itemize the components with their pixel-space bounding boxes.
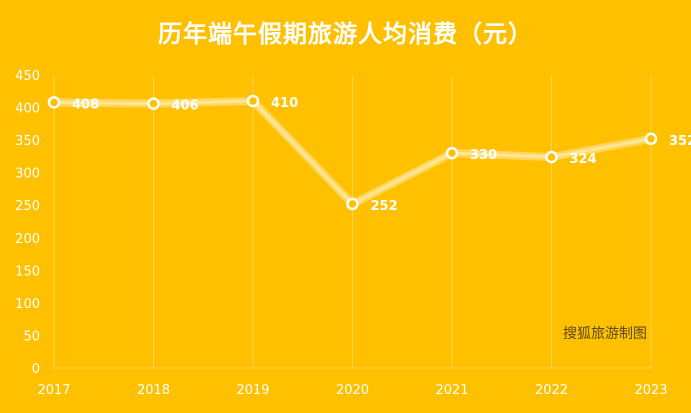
y-tick-label: 200 — [15, 232, 40, 247]
data-point — [644, 132, 658, 146]
x-tick-label: 2021 — [435, 383, 468, 398]
data-label: 410 — [271, 96, 298, 111]
y-tick-label: 50 — [23, 329, 40, 344]
data-label: 408 — [72, 97, 99, 112]
y-tick-label: 350 — [15, 134, 40, 149]
data-point — [147, 97, 160, 110]
watermark-annotation: 搜狐旅游制图 — [563, 326, 647, 342]
data-point — [445, 146, 459, 160]
x-tick-label: 2022 — [535, 383, 568, 398]
data-label: 252 — [371, 199, 398, 214]
chart-title: 历年端午假期旅游人均消费（元） — [158, 20, 533, 48]
data-label: 330 — [470, 148, 497, 163]
x-tick-label: 2018 — [137, 383, 170, 398]
data-point — [47, 96, 61, 109]
data-label: 324 — [570, 152, 597, 167]
y-tick-label: 250 — [15, 199, 40, 214]
data-point — [346, 197, 359, 211]
x-tick-label: 2020 — [336, 383, 369, 398]
x-tick-label: 2023 — [634, 383, 667, 398]
y-tick-label: 300 — [15, 167, 40, 182]
x-tick-label: 2019 — [236, 383, 269, 398]
y-tick-label: 100 — [15, 297, 40, 312]
y-tick-label: 0 — [32, 362, 40, 377]
x-tick-label: 2017 — [37, 383, 70, 398]
y-tick-label: 450 — [15, 69, 40, 84]
y-tick-label: 400 — [15, 102, 40, 117]
data-label: 406 — [172, 99, 199, 114]
data-point — [545, 150, 558, 164]
y-tick-label: 150 — [15, 264, 40, 279]
data-point — [246, 94, 260, 108]
data-label: 352 — [669, 134, 691, 149]
